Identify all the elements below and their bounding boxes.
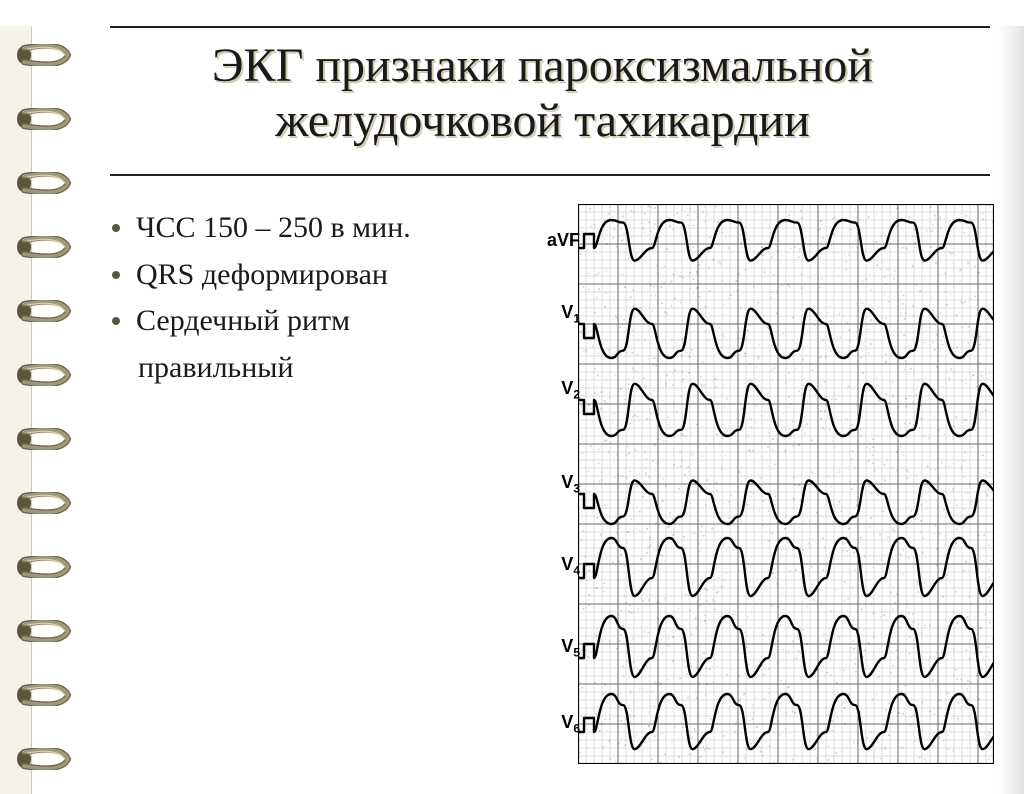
title-rule-bottom [110, 174, 990, 176]
bullet-text: ЧСС 150 – 250 в мин. [136, 208, 411, 249]
bullet-text: Сердечный ритм [136, 301, 350, 342]
right-shadow [998, 26, 1024, 794]
bullet-text: QRS деформирован [136, 255, 388, 296]
notebook-binding [0, 26, 90, 794]
lead-label-v2: V2 [540, 378, 580, 402]
binding-ring-icon [10, 300, 72, 322]
binding-ring-icon [10, 748, 72, 770]
slide-title: ЭКГ признаки пароксизмальной желудочково… [110, 38, 975, 148]
ecg-svg [578, 204, 994, 764]
bullet-icon [112, 271, 120, 279]
binding-ring-icon [10, 44, 72, 66]
list-item: QRS деформирован [104, 255, 530, 296]
title-block: ЭКГ признаки пароксизмальной желудочково… [90, 26, 995, 176]
bullet-icon [112, 224, 120, 232]
binding-ring-icon [10, 108, 72, 130]
list-item: ЧСС 150 – 250 в мин. [104, 208, 530, 249]
bullet-list: ЧСС 150 – 250 в мин. QRS деформирован Се… [90, 204, 530, 388]
binding-ring-icon [10, 556, 72, 578]
lead-label-v3: V3 [540, 472, 580, 496]
slide: ЭКГ признаки пароксизмальной желудочково… [0, 26, 1024, 794]
list-item: Сердечный ритм [104, 301, 530, 342]
lead-label-v4: V4 [540, 554, 580, 578]
binding-paper-edge [0, 26, 32, 794]
binding-ring-icon [10, 172, 72, 194]
binding-ring-icon [10, 492, 72, 514]
binding-ring-icon [10, 428, 72, 450]
bullet-continuation: правильный [138, 348, 530, 389]
bullet-icon [112, 317, 120, 325]
binding-ring-icon [10, 620, 72, 642]
lead-label-v1: V1 [540, 302, 580, 326]
title-rule-top [110, 26, 990, 28]
lead-label-v5: V5 [540, 636, 580, 660]
title-line-1: ЭКГ признаки пароксизмальной [212, 39, 873, 92]
body-row: ЧСС 150 – 250 в мин. QRS деформирован Се… [90, 204, 995, 388]
lead-label-avf: aVF [540, 230, 580, 251]
binding-ring-icon [10, 684, 72, 706]
binding-ring-icon [10, 236, 72, 258]
ecg-panel: aVF V1 V2 V3 V4 V5 V6 [530, 204, 995, 388]
lead-label-v6: V6 [540, 712, 580, 736]
title-line-2: желудочковой тахикардии [275, 94, 810, 147]
binding-ring-icon [10, 364, 72, 386]
